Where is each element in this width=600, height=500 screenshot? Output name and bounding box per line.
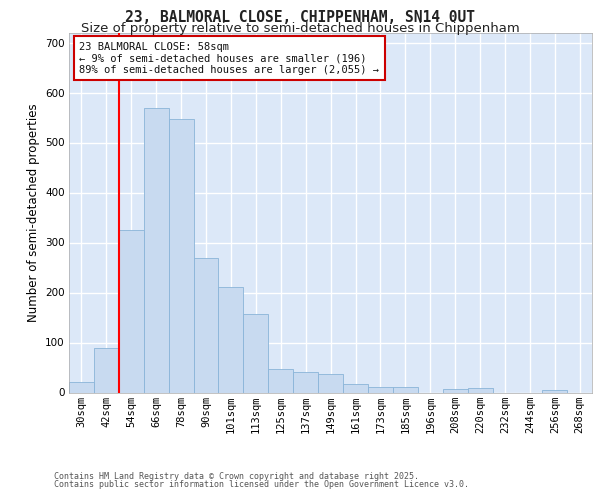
Text: 23, BALMORAL CLOSE, CHIPPENHAM, SN14 0UT: 23, BALMORAL CLOSE, CHIPPENHAM, SN14 0UT [125,10,475,25]
Bar [244,314,268,392]
Bar [393,386,418,392]
Bar [467,388,493,392]
Bar [443,388,467,392]
Bar [542,390,567,392]
Bar [293,372,318,392]
Bar [368,386,393,392]
Bar [119,230,144,392]
Bar [218,286,244,393]
Bar [69,382,94,392]
Bar [318,374,343,392]
Text: Contains public sector information licensed under the Open Government Licence v3: Contains public sector information licen… [54,480,469,489]
Bar [268,369,293,392]
Bar [343,384,368,392]
Bar [94,348,119,393]
Text: Contains HM Land Registry data © Crown copyright and database right 2025.: Contains HM Land Registry data © Crown c… [54,472,419,481]
Bar [144,108,169,393]
Bar [169,119,194,392]
Y-axis label: Number of semi-detached properties: Number of semi-detached properties [26,103,40,322]
Text: Size of property relative to semi-detached houses in Chippenham: Size of property relative to semi-detach… [80,22,520,35]
Text: 23 BALMORAL CLOSE: 58sqm
← 9% of semi-detached houses are smaller (196)
89% of s: 23 BALMORAL CLOSE: 58sqm ← 9% of semi-de… [79,42,379,74]
Bar [194,258,218,392]
